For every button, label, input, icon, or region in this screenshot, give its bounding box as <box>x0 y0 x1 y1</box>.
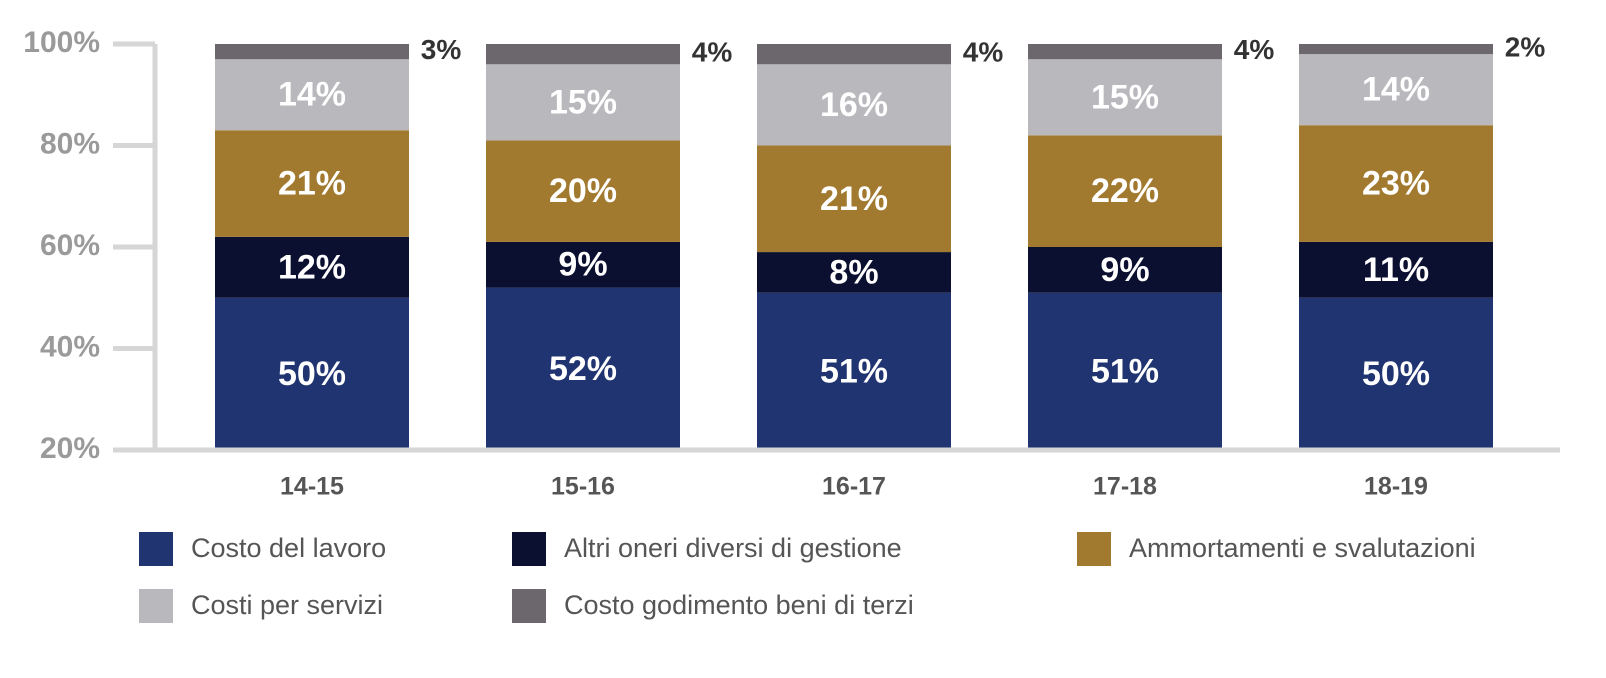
bar-segment <box>215 297 409 450</box>
legend-label: Ammortamenti e svalutazioni <box>1129 533 1476 563</box>
y-tick-label: 80% <box>40 127 100 160</box>
bar-segment <box>757 145 951 253</box>
y-tick-label: 60% <box>40 229 100 262</box>
bar-segment <box>1299 297 1493 450</box>
legend-label: Altri oneri diversi di gestione <box>564 533 902 563</box>
x-tick-label: 16-17 <box>822 473 886 501</box>
bar-segment <box>1028 135 1222 247</box>
data-label: 15% <box>549 83 617 121</box>
bar-segment <box>486 241 680 288</box>
data-label: 12% <box>278 248 346 286</box>
y-tick-label: 20% <box>40 432 100 465</box>
bar-segment <box>215 44 409 60</box>
data-label: 11% <box>1363 251 1429 289</box>
data-label: 23% <box>1362 165 1430 203</box>
bar-segment <box>1299 54 1493 126</box>
bar-segment <box>486 44 680 65</box>
bar-segment <box>757 64 951 146</box>
bar-segment <box>215 59 409 131</box>
y-tick-label: 40% <box>40 330 100 363</box>
data-label: 21% <box>820 180 888 218</box>
data-label: 21% <box>278 165 346 203</box>
data-label: 51% <box>1091 352 1159 390</box>
legend-label: Costi per servizi <box>191 590 383 620</box>
bar-segment <box>215 236 409 298</box>
data-label: 4% <box>692 37 733 68</box>
bar-segment <box>486 140 680 242</box>
data-label: 16% <box>820 86 888 124</box>
legend-label: Costo godimento beni di terzi <box>564 590 914 620</box>
legend-swatch <box>1077 532 1111 566</box>
data-label: 3% <box>421 34 462 65</box>
legend-swatch <box>139 532 173 566</box>
y-tick-label: 100% <box>23 26 100 59</box>
legend-swatch <box>512 532 546 566</box>
bar-segment <box>1028 247 1222 293</box>
data-label: 2% <box>1505 31 1546 62</box>
data-label: 50% <box>1362 355 1430 393</box>
legend-label: Costo del lavoro <box>191 533 386 563</box>
data-label: 4% <box>1234 34 1275 65</box>
data-label: 15% <box>1091 78 1159 116</box>
data-label: 20% <box>549 172 617 210</box>
bar-segment <box>757 292 951 450</box>
bar-segment <box>757 44 951 65</box>
legend-swatch <box>512 589 546 623</box>
data-label: 9% <box>558 246 607 284</box>
bar-segment <box>1299 241 1493 298</box>
data-label: 8% <box>829 253 878 291</box>
bar-segment <box>215 130 409 237</box>
bar-segment <box>486 64 680 141</box>
x-tick-label: 14-15 <box>280 473 344 501</box>
bar-segment <box>1028 292 1222 450</box>
bar-segment <box>1028 44 1222 60</box>
bar-segment <box>1299 125 1493 242</box>
data-label: 50% <box>278 355 346 393</box>
data-label: 22% <box>1091 172 1159 210</box>
data-label: 9% <box>1100 251 1149 289</box>
data-label: 14% <box>1362 71 1430 109</box>
bar-segment <box>1299 44 1493 55</box>
bar-segment <box>1028 59 1222 136</box>
x-tick-label: 18-19 <box>1364 473 1428 501</box>
x-tick-label: 15-16 <box>551 473 615 501</box>
data-label: 51% <box>820 352 888 390</box>
x-tick-label: 17-18 <box>1093 473 1157 501</box>
legend-swatch <box>139 589 173 623</box>
plot-area <box>215 44 1493 450</box>
bar-segment <box>486 287 680 450</box>
data-label: 52% <box>549 350 617 388</box>
data-label: 14% <box>278 76 346 114</box>
bar-segment <box>757 252 951 293</box>
data-label: 4% <box>963 37 1004 68</box>
